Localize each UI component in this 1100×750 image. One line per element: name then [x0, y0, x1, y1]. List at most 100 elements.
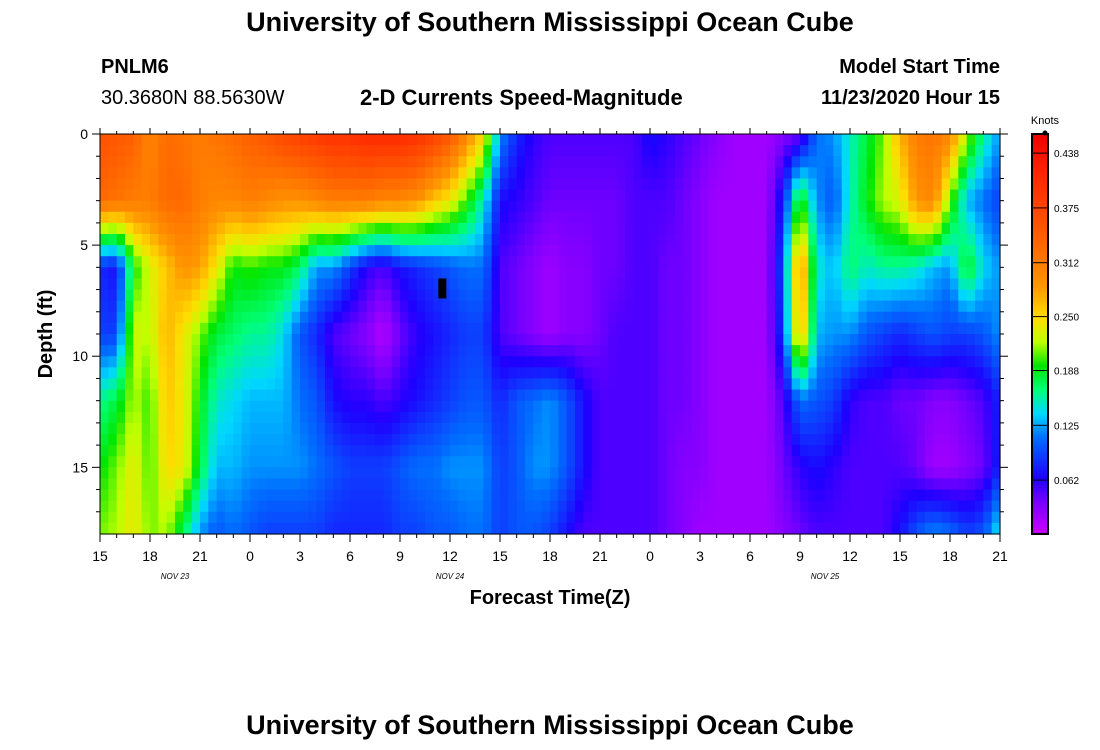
heatmap-cell	[700, 334, 709, 346]
heatmap-cell	[225, 400, 234, 413]
heatmap-cell	[966, 467, 976, 480]
heatmap-cell	[291, 322, 301, 335]
heatmap-cell	[666, 256, 676, 268]
heatmap-cell	[291, 178, 301, 191]
heatmap-cell	[725, 178, 734, 191]
heatmap-cell	[375, 245, 384, 257]
heatmap-cell	[625, 134, 634, 146]
heatmap-cell	[616, 245, 626, 257]
heatmap-cell	[516, 522, 526, 535]
heatmap-cell	[691, 411, 701, 424]
heatmap-cell	[766, 511, 776, 524]
heatmap-cell	[958, 256, 968, 268]
heatmap-cell	[266, 289, 276, 302]
heatmap-cell	[483, 456, 493, 468]
heatmap-cell	[733, 467, 743, 480]
heatmap-cell	[658, 145, 668, 157]
heatmap-cell	[158, 189, 168, 202]
heatmap-cell	[233, 322, 243, 335]
heatmap-cell	[341, 189, 351, 202]
heatmap-cell	[208, 367, 218, 380]
heatmap-cell	[225, 378, 234, 391]
heatmap-cell	[891, 245, 901, 257]
heatmap-cell	[558, 422, 568, 435]
heatmap-cell	[400, 478, 409, 491]
heatmap-cell	[825, 189, 834, 202]
heatmap-cell	[941, 145, 951, 157]
heatmap-cell	[516, 400, 526, 413]
heatmap-cell	[400, 134, 409, 146]
heatmap-cell	[216, 400, 226, 413]
heatmap-cell	[650, 511, 659, 524]
heatmap-cell	[608, 134, 618, 146]
heatmap-cell	[441, 389, 451, 402]
heatmap-cell	[300, 222, 309, 235]
heatmap-cell	[716, 345, 726, 357]
heatmap-cell	[983, 267, 993, 280]
heatmap-cell	[141, 400, 151, 413]
heatmap-cell	[575, 211, 584, 224]
heatmap-cell	[858, 411, 868, 424]
heatmap-cell	[266, 267, 276, 280]
heatmap-cell	[375, 234, 384, 246]
heatmap-cell	[908, 389, 918, 402]
heatmap-cell	[275, 245, 284, 257]
heatmap-cell	[283, 356, 293, 368]
heatmap-cell	[833, 311, 843, 324]
heatmap-cell	[333, 322, 343, 335]
heatmap-cell	[683, 500, 693, 513]
heatmap-cell	[400, 511, 409, 524]
heatmap-cell	[708, 322, 718, 335]
heatmap-cell	[266, 389, 276, 402]
heatmap-cell	[491, 189, 501, 202]
heatmap-cell	[925, 245, 934, 257]
heatmap-cell	[575, 167, 584, 180]
heatmap-cell	[908, 189, 918, 202]
heatmap-cell	[616, 311, 626, 324]
heatmap-cell	[333, 522, 343, 535]
heatmap-cell	[458, 134, 468, 146]
heatmap-cell	[283, 511, 293, 524]
heatmap-cell	[833, 489, 843, 502]
heatmap-cell	[116, 378, 126, 391]
heatmap-cell	[808, 156, 818, 168]
heatmap-cell	[750, 489, 759, 502]
heatmap-cell	[666, 234, 676, 246]
heatmap-cell	[116, 522, 126, 535]
heatmap-cell	[100, 145, 109, 157]
heatmap-cell	[858, 222, 868, 235]
heatmap-cell	[125, 389, 134, 402]
heatmap-cell	[833, 378, 843, 391]
heatmap-cell	[933, 234, 943, 246]
heatmap-cell	[966, 178, 976, 191]
heatmap-cell	[450, 511, 459, 524]
heatmap-cell	[291, 378, 301, 391]
heatmap-cell	[233, 422, 243, 435]
heatmap-cell	[658, 356, 668, 368]
heatmap-cell	[191, 256, 201, 268]
heatmap-cell	[375, 411, 384, 424]
heatmap-cell	[816, 345, 826, 357]
heatmap-cell	[750, 189, 759, 202]
heatmap-cell	[416, 400, 426, 413]
heatmap-cell	[966, 411, 976, 424]
heatmap-cell	[933, 434, 943, 446]
heatmap-cell	[525, 411, 534, 424]
heatmap-cell	[691, 500, 701, 513]
heatmap-cell	[508, 478, 518, 491]
heatmap-cell	[408, 500, 418, 513]
heatmap-cell	[250, 378, 259, 391]
heatmap-cell	[691, 467, 701, 480]
heatmap-cell	[475, 478, 484, 491]
heatmap-cell	[633, 356, 643, 368]
heatmap-cell	[133, 478, 143, 491]
heatmap-cell	[841, 222, 851, 235]
heatmap-cell	[141, 456, 151, 468]
heatmap-cell	[975, 134, 984, 146]
heatmap-cell	[200, 245, 209, 257]
heatmap-cell	[158, 478, 168, 491]
heatmap-cell	[425, 489, 434, 502]
heatmap-cell	[925, 378, 934, 391]
heatmap-cell	[383, 211, 393, 224]
heatmap-cell	[708, 156, 718, 168]
